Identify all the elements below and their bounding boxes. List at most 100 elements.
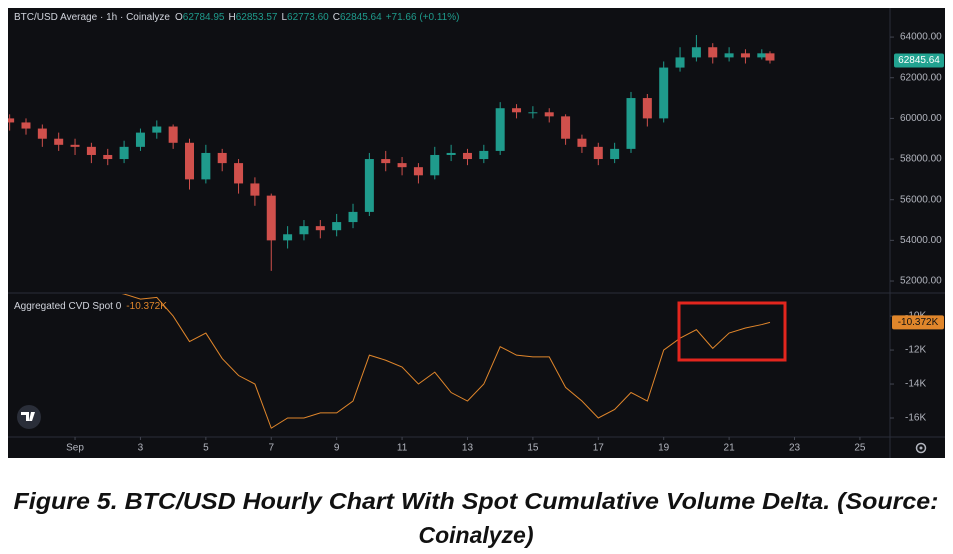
candle-body — [250, 183, 260, 196]
candle-body — [348, 211, 358, 223]
legend-label: O — [175, 12, 183, 23]
y-tick-label: 58000.00 — [900, 154, 942, 165]
x-tick-label: 13 — [462, 443, 474, 454]
candle-body — [740, 53, 750, 58]
legend-label: C — [333, 12, 340, 23]
legend: Aggregated CVD Spot 0 -10.372K — [14, 301, 167, 312]
y-tick-label: -16K — [905, 413, 926, 424]
caption-line: Coinalyze) — [418, 522, 533, 548]
cvd-plot — [121, 294, 771, 429]
chart-background — [8, 8, 945, 458]
candle-body — [397, 163, 407, 168]
last-price-label: 62845.64 — [898, 55, 940, 66]
candle-body — [462, 152, 472, 160]
last-value-badge — [892, 315, 944, 330]
y-tick-label: 54000.00 — [900, 235, 942, 246]
candle-body — [642, 98, 652, 119]
candle-body — [561, 116, 571, 139]
x-tick-label: 23 — [789, 443, 801, 454]
candle-body — [626, 98, 636, 149]
legend: BTC/USD Average · 1h · Coinalyze O62784.9… — [14, 12, 459, 23]
candle-body — [119, 146, 129, 160]
candle-body — [610, 148, 620, 160]
candle-body — [185, 142, 194, 180]
candle-body — [446, 152, 456, 155]
price-plot — [8, 35, 775, 271]
candle-body — [37, 128, 47, 139]
candle-body — [217, 152, 227, 164]
y-tick-label: -12K — [905, 345, 926, 356]
x-tick-label: 21 — [724, 443, 736, 454]
x-tick-label: 7 — [268, 443, 274, 454]
x-tick-label: Sep — [66, 443, 84, 454]
legend-value: 62845.64 — [340, 12, 382, 23]
candle-body — [495, 108, 505, 151]
x-tick-label: 9 — [334, 443, 340, 454]
settings-icon[interactable] — [915, 442, 927, 454]
last-value-label: -10.372K — [898, 317, 939, 328]
legend-label: +71.66 (+0.11%) — [386, 12, 460, 23]
legend-value: 62853.57 — [236, 12, 278, 23]
candle-body — [266, 195, 276, 241]
candle-body — [479, 150, 489, 160]
legend-value: 62773.60 — [287, 12, 329, 23]
candle-body — [765, 53, 775, 61]
candle-body — [332, 222, 342, 231]
candle-body — [512, 108, 522, 113]
candle-body — [593, 146, 603, 160]
candle-body — [544, 112, 554, 117]
legend-title: BTC/USD Average · 1h · Coinalyze — [14, 12, 170, 23]
candle-body — [234, 163, 244, 184]
last-price-badge — [894, 53, 944, 68]
legend-value: 62784.95 — [183, 12, 225, 23]
y-tick-label: 56000.00 — [900, 194, 942, 205]
x-tick-label: 17 — [593, 443, 605, 454]
y-tick-label: 52000.00 — [900, 276, 942, 287]
x-tick-label: 3 — [138, 443, 144, 454]
x-tick-label: 25 — [854, 443, 866, 454]
legend-value: -10.372K — [126, 301, 167, 312]
y-tick-label: -14K — [905, 379, 926, 390]
candle-body — [201, 152, 211, 180]
candle-body — [364, 159, 374, 212]
candle-body — [299, 226, 309, 235]
candle-body — [8, 118, 15, 123]
candle-body — [708, 47, 718, 58]
candle-body — [675, 57, 685, 68]
x-tick-label: 11 — [397, 443, 408, 454]
candle-body — [757, 53, 767, 58]
y-tick-label: 64000.00 — [900, 32, 942, 43]
candle-body — [315, 226, 325, 231]
highlight-box — [677, 301, 787, 362]
candle-body — [413, 167, 423, 176]
labels: 52000.00 54000.00 56000.00 58000.00 60000.00… — [14, 12, 944, 454]
x-tick-label: 5 — [203, 443, 209, 454]
candle-body — [724, 53, 734, 58]
candle-body — [168, 126, 178, 143]
candle-body — [381, 159, 391, 164]
candle-body — [659, 67, 669, 119]
candle-body — [86, 146, 96, 155]
cvd-line — [121, 294, 771, 429]
candle-body — [70, 144, 80, 147]
y-tick-label: 62000.00 — [900, 72, 942, 83]
candle-body — [103, 154, 113, 160]
legend-label: L — [281, 12, 287, 23]
x-tick-label: 15 — [527, 443, 539, 454]
candle-body — [135, 132, 145, 147]
candle-body — [430, 154, 440, 176]
y-tick-label: 60000.00 — [900, 113, 942, 124]
legend-label: H — [229, 12, 236, 23]
x-tick-label: 19 — [658, 443, 670, 454]
candle-body — [21, 122, 31, 129]
caption-line: Figure 5. BTC/USD Hourly Chart With Spot… — [14, 488, 939, 514]
candle-body — [577, 138, 587, 147]
candle-body — [528, 112, 538, 114]
candle-body — [691, 47, 701, 58]
tradingview-logo — [17, 405, 41, 429]
legend-title: Aggregated CVD Spot 0 — [14, 301, 122, 312]
candle-body — [283, 234, 293, 241]
candle-body — [54, 138, 64, 145]
